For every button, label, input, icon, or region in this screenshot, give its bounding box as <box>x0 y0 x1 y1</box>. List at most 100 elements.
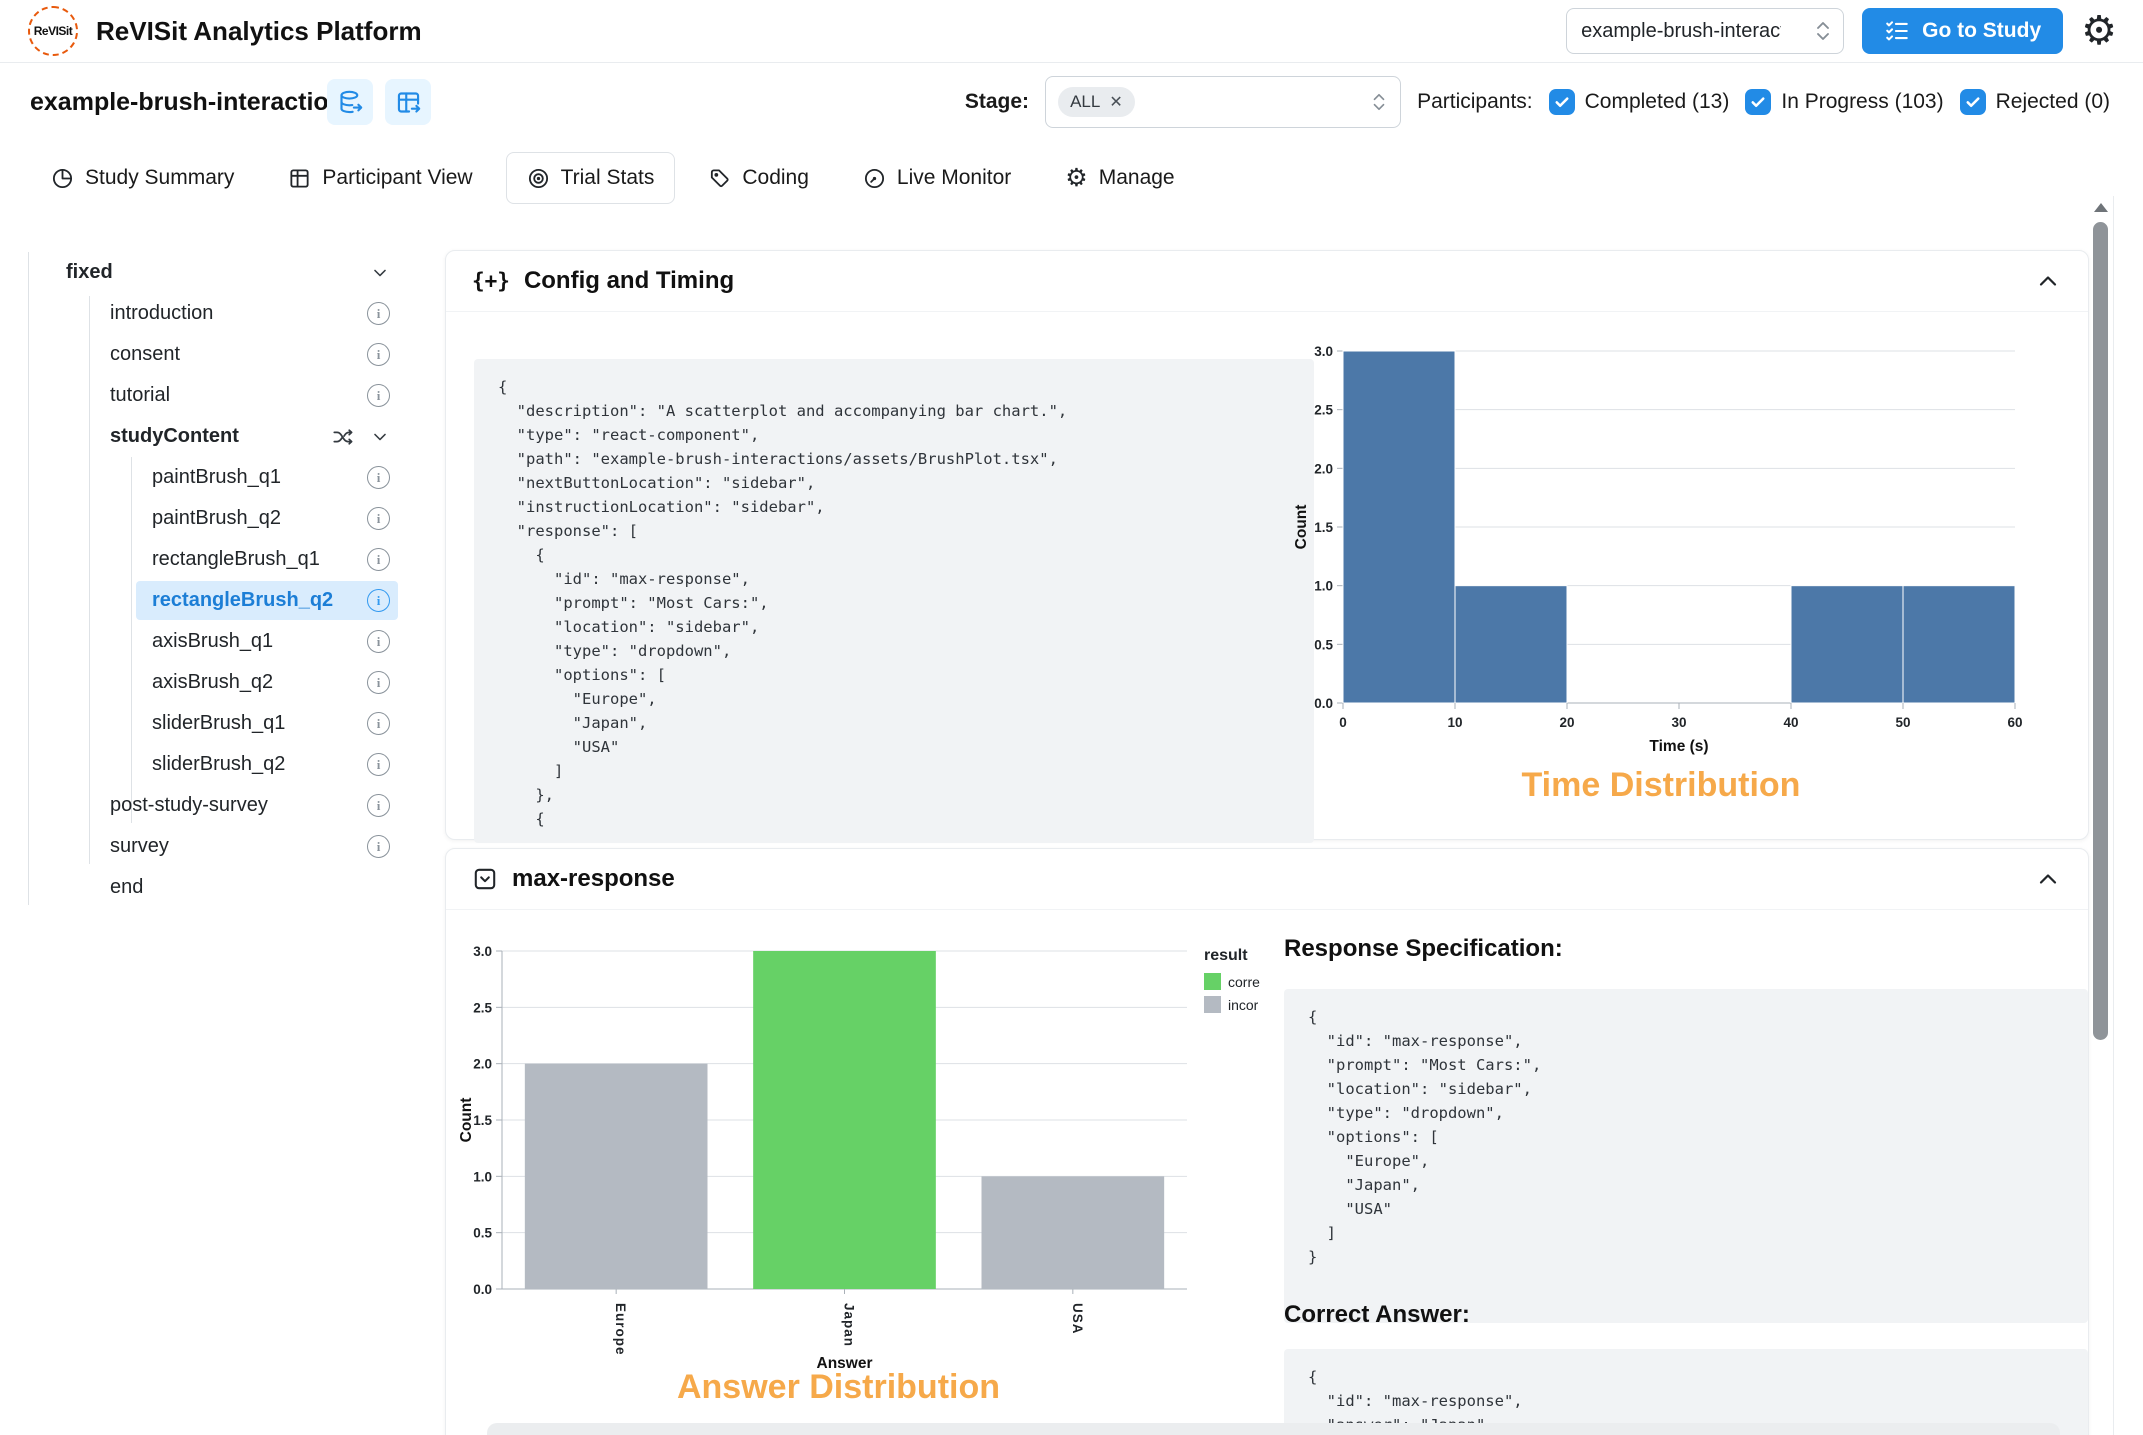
scrollbar-up-arrow-icon[interactable] <box>2094 203 2108 212</box>
svg-text:Japan: Japan <box>842 1303 857 1347</box>
checkbox-checked-icon[interactable] <box>1959 89 1986 115</box>
filter-rejected-label: Rejected (0) <box>1995 90 2110 113</box>
go-to-study-label: Go to Study <box>1922 19 2042 42</box>
scroll-area-divider <box>2113 196 2114 1435</box>
answer-chart-title: Answer Distribution <box>676 1368 1001 1406</box>
legend-title: result <box>1204 947 1248 964</box>
response-panel-header[interactable]: max-response <box>446 849 2088 910</box>
filter-in-progress-label: In Progress (103) <box>1781 90 1944 113</box>
tree-guide-line <box>89 296 90 864</box>
tab-label: Live Monitor <box>896 166 1012 189</box>
tree-item-sliderBrush_q2[interactable]: sliderBrush_q2 <box>30 744 410 785</box>
tab-manage[interactable]: ⚙ Manage <box>1044 151 1196 205</box>
download-data-button[interactable] <box>327 79 373 125</box>
info-icon[interactable] <box>367 384 390 407</box>
tab-label: Study Summary <box>85 166 235 189</box>
filter-in-progress[interactable]: In Progress (103) <box>1745 89 1944 115</box>
info-icon[interactable] <box>367 835 390 858</box>
info-icon[interactable] <box>367 712 390 735</box>
chevron-up-down-icon <box>1817 22 1830 40</box>
max-response-panel: max-response 0.0 0.5 1.0 1.5 2.0 2.5 3.0 Europe… <box>445 848 2089 1435</box>
svg-text:0.0: 0.0 <box>1314 696 1333 711</box>
braces-plus-icon: {+} <box>472 269 510 293</box>
dropdown-box-icon <box>474 868 496 890</box>
tab-study-summary[interactable]: Study Summary <box>30 152 256 204</box>
response-panel-title: max-response <box>512 865 675 892</box>
settings-gear-icon[interactable]: ⚙ <box>2081 9 2117 53</box>
tree-guide-line <box>28 252 29 905</box>
next-panel-top-edge <box>487 1423 2060 1435</box>
remove-stage-filter-icon[interactable]: ✕ <box>1109 94 1123 111</box>
tree-item-post-study-survey[interactable]: post-study-survey <box>30 785 410 826</box>
svg-text:60: 60 <box>2007 715 2022 730</box>
response-spec-heading: Response Specification: <box>1284 935 1563 962</box>
tree-item-introduction[interactable]: introduction <box>30 293 410 334</box>
tree-item-survey[interactable]: survey <box>30 826 410 867</box>
vertical-scrollbar[interactable] <box>2093 222 2108 1040</box>
config-panel-header[interactable]: {+} Config and Timing <box>446 251 2088 312</box>
checkbox-checked-icon[interactable] <box>1548 89 1575 115</box>
tree-item-fixed[interactable]: fixed <box>30 252 410 293</box>
chevron-down-icon[interactable] <box>370 263 390 283</box>
info-icon[interactable] <box>367 343 390 366</box>
tree-item-end[interactable]: end <box>110 876 144 898</box>
svg-text:2.5: 2.5 <box>1314 403 1333 418</box>
tab-live-monitor[interactable]: Live Monitor <box>841 152 1033 204</box>
config-json-code: { "description": "A scatterplot and acco… <box>474 359 1314 843</box>
info-icon[interactable] <box>367 589 390 612</box>
svg-text:10: 10 <box>1447 715 1462 730</box>
study-sequence-tree: fixed introduction consent tutorial stud… <box>30 252 410 908</box>
svg-text:1.5: 1.5 <box>1314 520 1333 535</box>
target-icon <box>528 168 548 188</box>
info-icon[interactable] <box>367 630 390 653</box>
legend-swatch-incorrect <box>1204 996 1221 1013</box>
filter-completed[interactable]: Completed (13) <box>1548 89 1729 115</box>
info-icon[interactable] <box>367 507 390 530</box>
filter-rejected[interactable]: Rejected (0) <box>1959 89 2110 115</box>
checkbox-checked-icon[interactable] <box>1745 89 1772 115</box>
svg-text:20: 20 <box>1559 715 1574 730</box>
study-select[interactable]: example-brush-interactions <box>1566 8 1845 54</box>
stage-label: Stage: <box>964 90 1030 113</box>
info-icon[interactable] <box>367 794 390 817</box>
tab-coding[interactable]: Coding <box>687 152 830 204</box>
tab-label: Participant View <box>322 166 473 189</box>
svg-text:USA: USA <box>1070 1303 1085 1335</box>
info-icon[interactable] <box>367 753 390 776</box>
tree-item-rectangleBrush_q2-selected[interactable]: rectangleBrush_q2 <box>30 580 410 621</box>
info-icon[interactable] <box>367 548 390 571</box>
tab-trial-stats[interactable]: Trial Stats <box>505 152 676 204</box>
app-header: ReVISit ReVISit Analytics Platform examp… <box>0 0 2143 63</box>
tree-item-axisBrush_q2[interactable]: axisBrush_q2 <box>30 662 410 703</box>
info-icon[interactable] <box>367 466 390 489</box>
collapse-panel-button[interactable] <box>2034 865 2062 893</box>
info-icon[interactable] <box>367 671 390 694</box>
svg-text:0: 0 <box>1339 715 1347 730</box>
correct-answer-heading: Correct Answer: <box>1284 1301 1470 1328</box>
tree-item-tutorial[interactable]: tutorial <box>30 375 410 416</box>
svg-text:1.0: 1.0 <box>1314 579 1333 594</box>
stage-select[interactable]: ALL ✕ <box>1045 76 1402 128</box>
svg-text:0.5: 0.5 <box>473 1226 492 1241</box>
tree-item-axisBrush_q1[interactable]: axisBrush_q1 <box>30 621 410 662</box>
info-icon[interactable] <box>367 302 390 325</box>
chevron-down-icon[interactable] <box>370 427 390 447</box>
tab-participant-view[interactable]: Participant View <box>267 152 494 204</box>
chevron-up-down-icon <box>1373 93 1385 111</box>
logo-text: ReVISit <box>33 24 73 38</box>
tree-item-studyContent[interactable]: studyContent <box>30 416 410 457</box>
stage-filter-value: ALL <box>1070 92 1101 111</box>
study-toolbar: example-brush-interactions Stage: ALL ✕ <box>0 62 2143 142</box>
go-to-study-button[interactable]: Go to Study <box>1862 8 2064 54</box>
tree-item-paintBrush_q2[interactable]: paintBrush_q2 <box>30 498 410 539</box>
tree-item-paintBrush_q1[interactable]: paintBrush_q1 <box>30 457 410 498</box>
collapse-panel-button[interactable] <box>2034 267 2062 295</box>
tree-guide-line <box>131 457 132 823</box>
svg-text:30: 30 <box>1671 715 1686 730</box>
export-table-button[interactable] <box>385 79 431 125</box>
tree-item-consent[interactable]: consent <box>30 334 410 375</box>
tree-item-sliderBrush_q1[interactable]: sliderBrush_q1 <box>30 703 410 744</box>
svg-text:2.0: 2.0 <box>473 1057 492 1072</box>
tree-item-rectangleBrush_q1[interactable]: rectangleBrush_q1 <box>30 539 410 580</box>
